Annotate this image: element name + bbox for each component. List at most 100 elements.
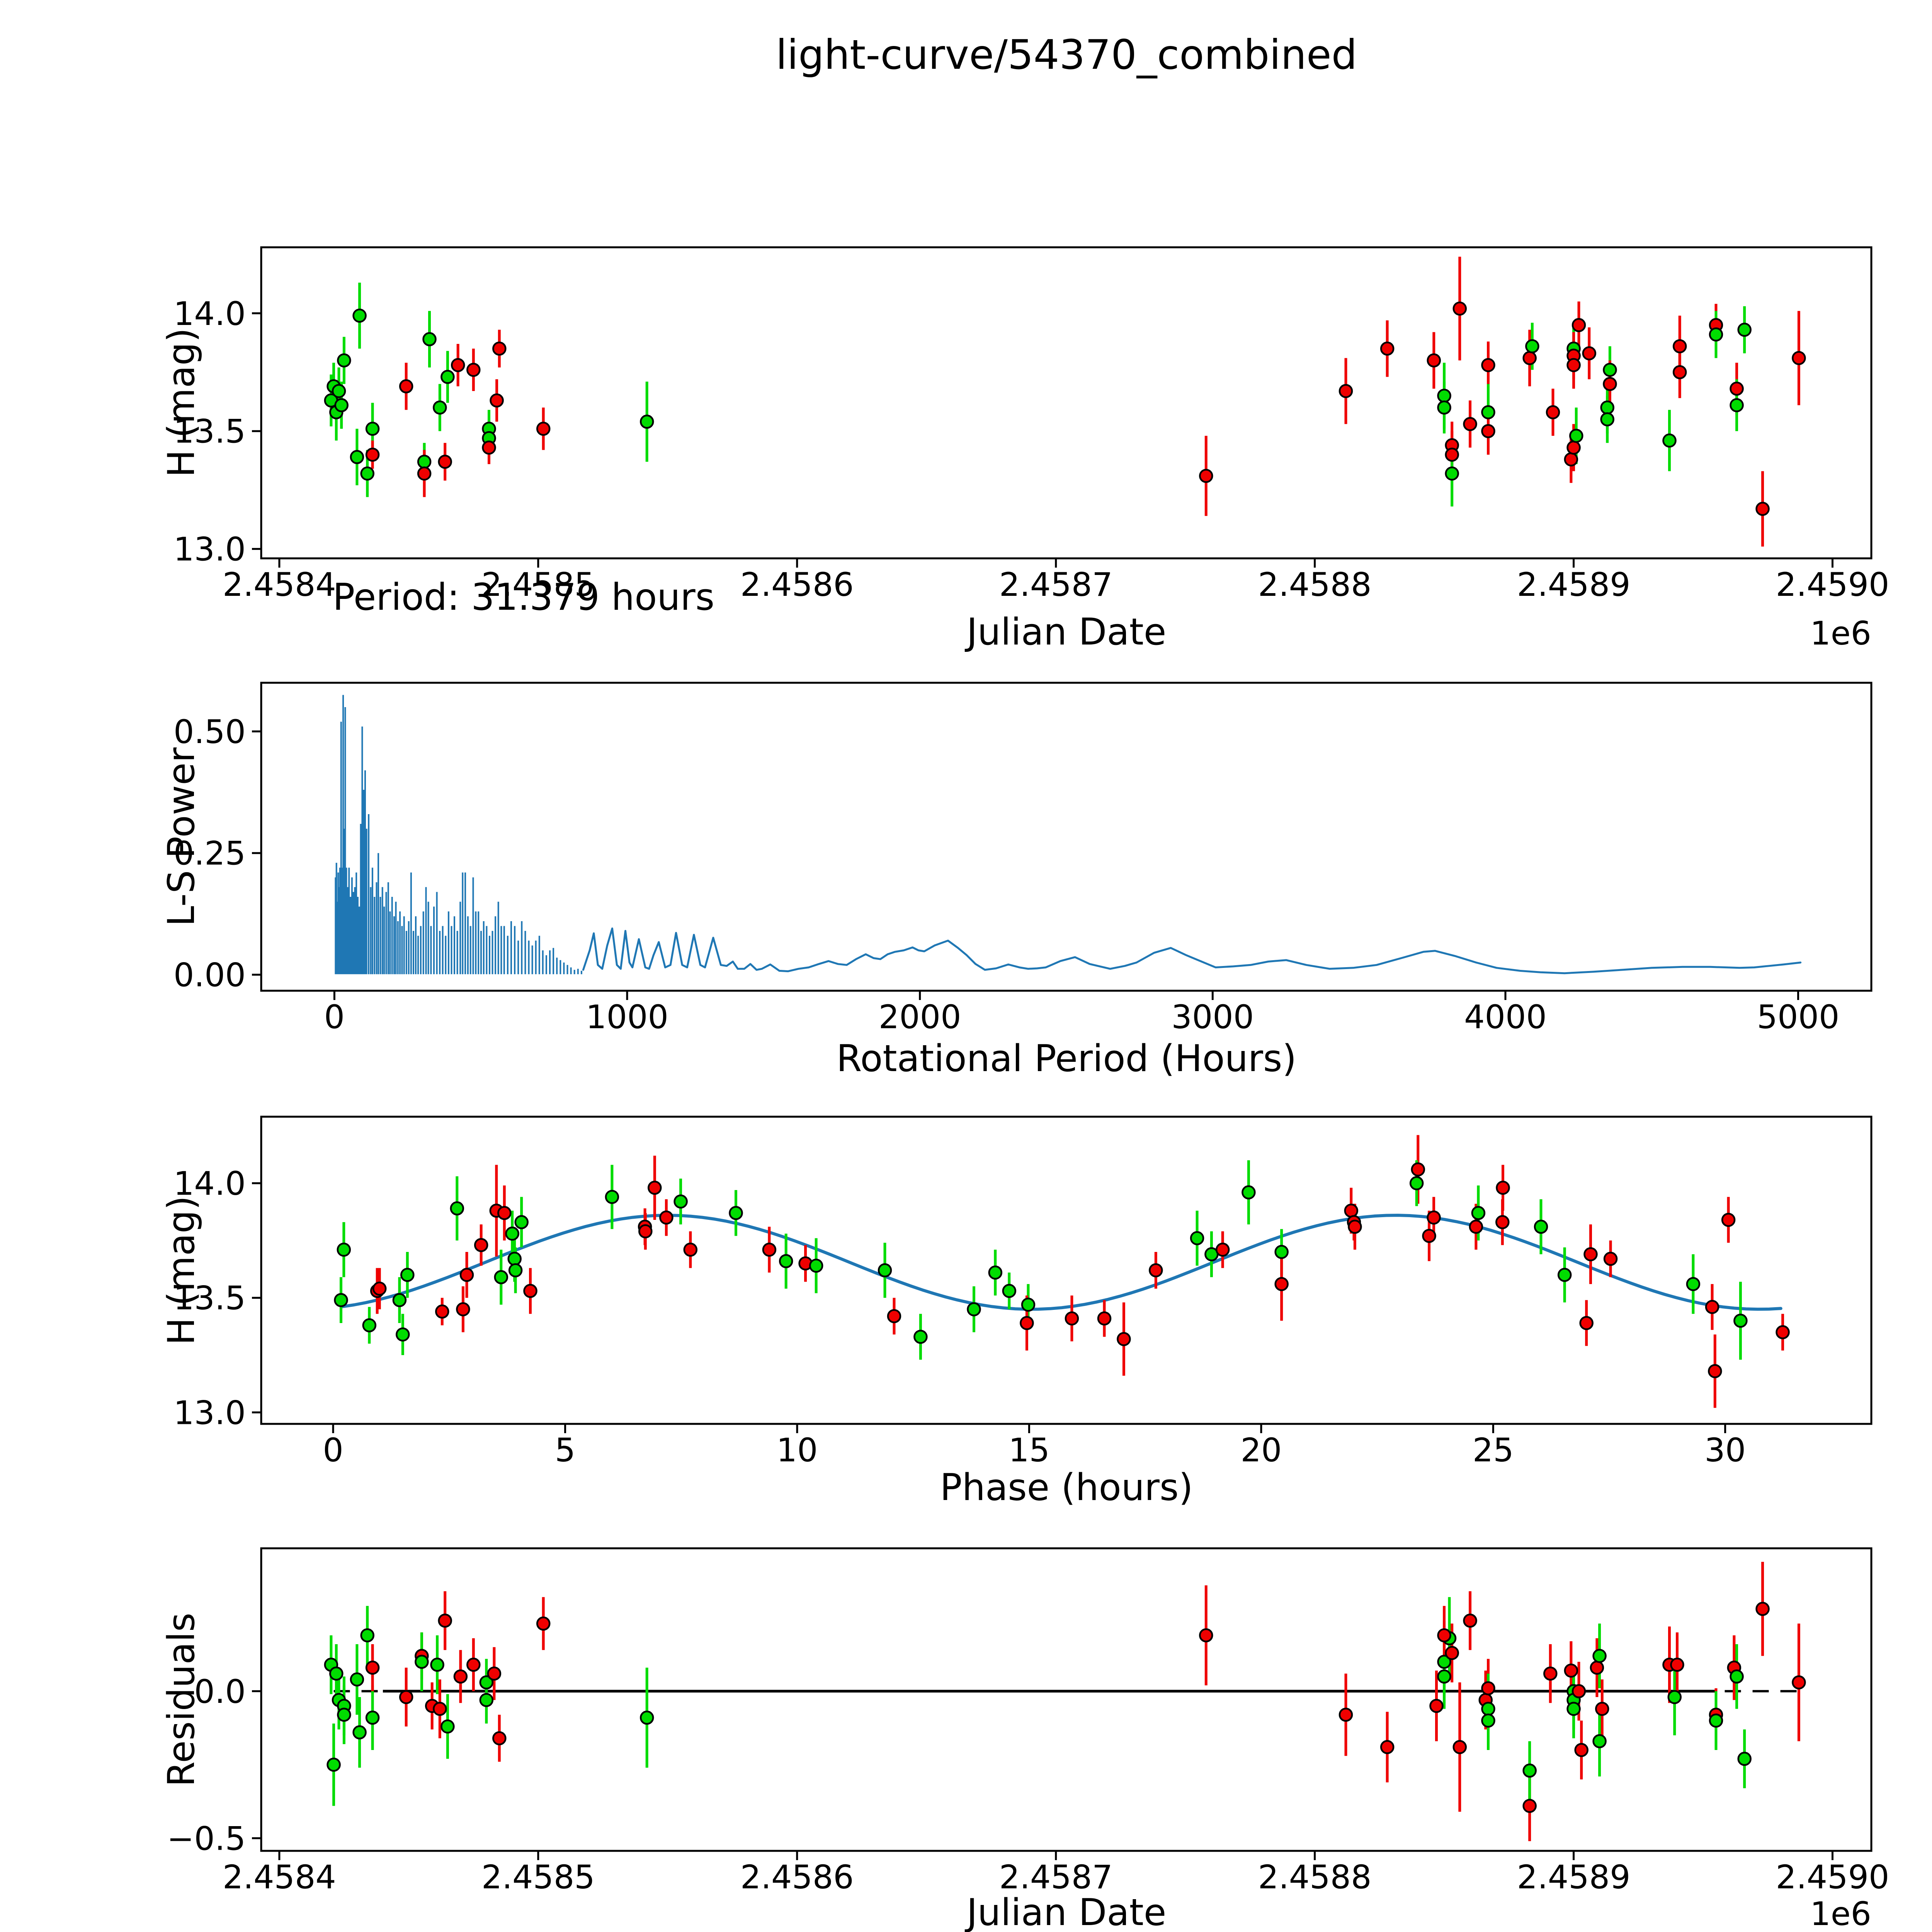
x-tick-label: 3000 [1171, 998, 1254, 1036]
data-point-red [1583, 1247, 1598, 1262]
y-tick-label: 14.0 [173, 295, 246, 333]
data-point-green [1662, 433, 1677, 448]
data-point-green [1569, 429, 1583, 443]
data-point-red [1708, 1364, 1722, 1378]
data-point-red [1792, 1675, 1806, 1690]
subplot4-xaxis-label: Julian Date [965, 1891, 1167, 1932]
x-tick-label: 2.4590 [1776, 566, 1889, 604]
data-point-red [1730, 381, 1744, 396]
x-tick-label: 4000 [1464, 998, 1547, 1036]
plots-layer: 2.4584 2.4585 2.4586 2.4587 2.4588 2.4589 2.45… [167, 246, 1889, 1896]
data-point-green [1522, 1764, 1537, 1778]
data-point-red [1469, 1219, 1483, 1234]
data-point-red [1564, 452, 1578, 467]
x-tick-label: 2.4590 [1776, 1858, 1889, 1896]
period-annotation: Period: 31.379 hours [333, 576, 714, 619]
data-point-red [1380, 341, 1395, 356]
subplot2-yaxis-label: L-S Power [160, 747, 203, 926]
data-point-green [913, 1330, 928, 1344]
data-point-green [1437, 1669, 1451, 1684]
data-point-red [365, 447, 380, 462]
data-point-red [1495, 1215, 1510, 1230]
data-point-green [639, 1711, 654, 1725]
data-point-red [1427, 1210, 1441, 1225]
data-point-green [352, 308, 367, 323]
data-point-red [1672, 339, 1687, 354]
x-tick-label: 2.4585 [481, 566, 595, 604]
data-point-green [605, 1190, 619, 1204]
data-point-green [1242, 1185, 1256, 1200]
x-tick-label: 0 [324, 998, 345, 1036]
data-point-red [523, 1284, 537, 1298]
y-tick-label: 0.50 [173, 713, 246, 751]
data-point-green [329, 1666, 344, 1681]
data-point-red [1481, 424, 1495, 438]
subplot2-xaxis-label: Rotational Period (Hours) [837, 1037, 1297, 1080]
data-point-green [505, 1226, 519, 1241]
x-tick-label: 2.4588 [1258, 1858, 1372, 1896]
data-point-green [779, 1254, 793, 1269]
data-point-red [399, 379, 413, 394]
data-point-green [967, 1302, 981, 1316]
data-point-green [1603, 362, 1617, 377]
data-point-green [729, 1206, 743, 1220]
y-tick-label: 13.0 [173, 1394, 246, 1432]
data-point-green [362, 1318, 377, 1333]
axes-spines [260, 1116, 1872, 1425]
data-point-red [536, 422, 551, 436]
data-point-green [1730, 398, 1744, 412]
data-point-red [1564, 1663, 1578, 1678]
data-point-green [1002, 1284, 1017, 1298]
data-point-red [1546, 405, 1560, 420]
data-point-green [352, 1725, 367, 1740]
data-point-red [1215, 1242, 1230, 1257]
data-point-green [415, 1655, 429, 1669]
data-point-red [1338, 1708, 1353, 1722]
data-point-green [1274, 1245, 1289, 1259]
data-point-red [1344, 1203, 1359, 1218]
subplot4-xaxis-offset: 1e6 [1810, 1895, 1871, 1932]
y-tick-label: 0.25 [173, 835, 246, 872]
data-point-green [1600, 400, 1614, 415]
x-tick-label: 2.4589 [1517, 1858, 1631, 1896]
data-point-green [1534, 1219, 1548, 1234]
data-point-green [392, 1293, 407, 1307]
x-tick-label: 2.4586 [740, 566, 854, 604]
data-point-red [1755, 502, 1770, 516]
data-point-green [1592, 1734, 1607, 1748]
data-point-red [1348, 1219, 1362, 1234]
data-point-red [1097, 1311, 1112, 1326]
data-point-green [1525, 339, 1539, 354]
subplot1-xaxis-label: Julian Date [965, 611, 1167, 653]
data-point-green [1737, 323, 1752, 337]
data-point-red [1566, 358, 1581, 372]
data-point-red [474, 1238, 488, 1252]
data-point-red [762, 1242, 777, 1257]
data-point-green [1481, 1713, 1495, 1728]
data-point-red [1755, 1602, 1770, 1616]
data-point-red [659, 1210, 673, 1225]
x-tick-label: 0 [323, 1431, 343, 1469]
data-point-red [536, 1616, 551, 1631]
x-tick-label: 2.4584 [223, 1858, 336, 1896]
data-point-red [1274, 1277, 1289, 1291]
data-point-red [1705, 1300, 1719, 1314]
data-point-red [887, 1309, 901, 1323]
x-tick-label: 15 [1009, 1431, 1050, 1469]
data-point-red [1571, 318, 1586, 332]
data-point-green [1190, 1231, 1204, 1245]
data-point-green [396, 1327, 410, 1342]
data-point-green [494, 1270, 509, 1284]
data-point-green [1481, 1702, 1495, 1716]
x-tick-label: 2.4587 [999, 1858, 1113, 1896]
data-point-red [1792, 351, 1806, 365]
data-point-green [430, 1658, 444, 1672]
subplot3-yaxis-label: H (mag) [160, 1196, 203, 1345]
data-point-green [1686, 1277, 1701, 1291]
data-point-green [365, 1711, 380, 1725]
data-point-green [417, 454, 432, 469]
data-point-green [1437, 400, 1451, 415]
data-point-green [1445, 466, 1459, 481]
data-point-red [438, 1613, 452, 1628]
